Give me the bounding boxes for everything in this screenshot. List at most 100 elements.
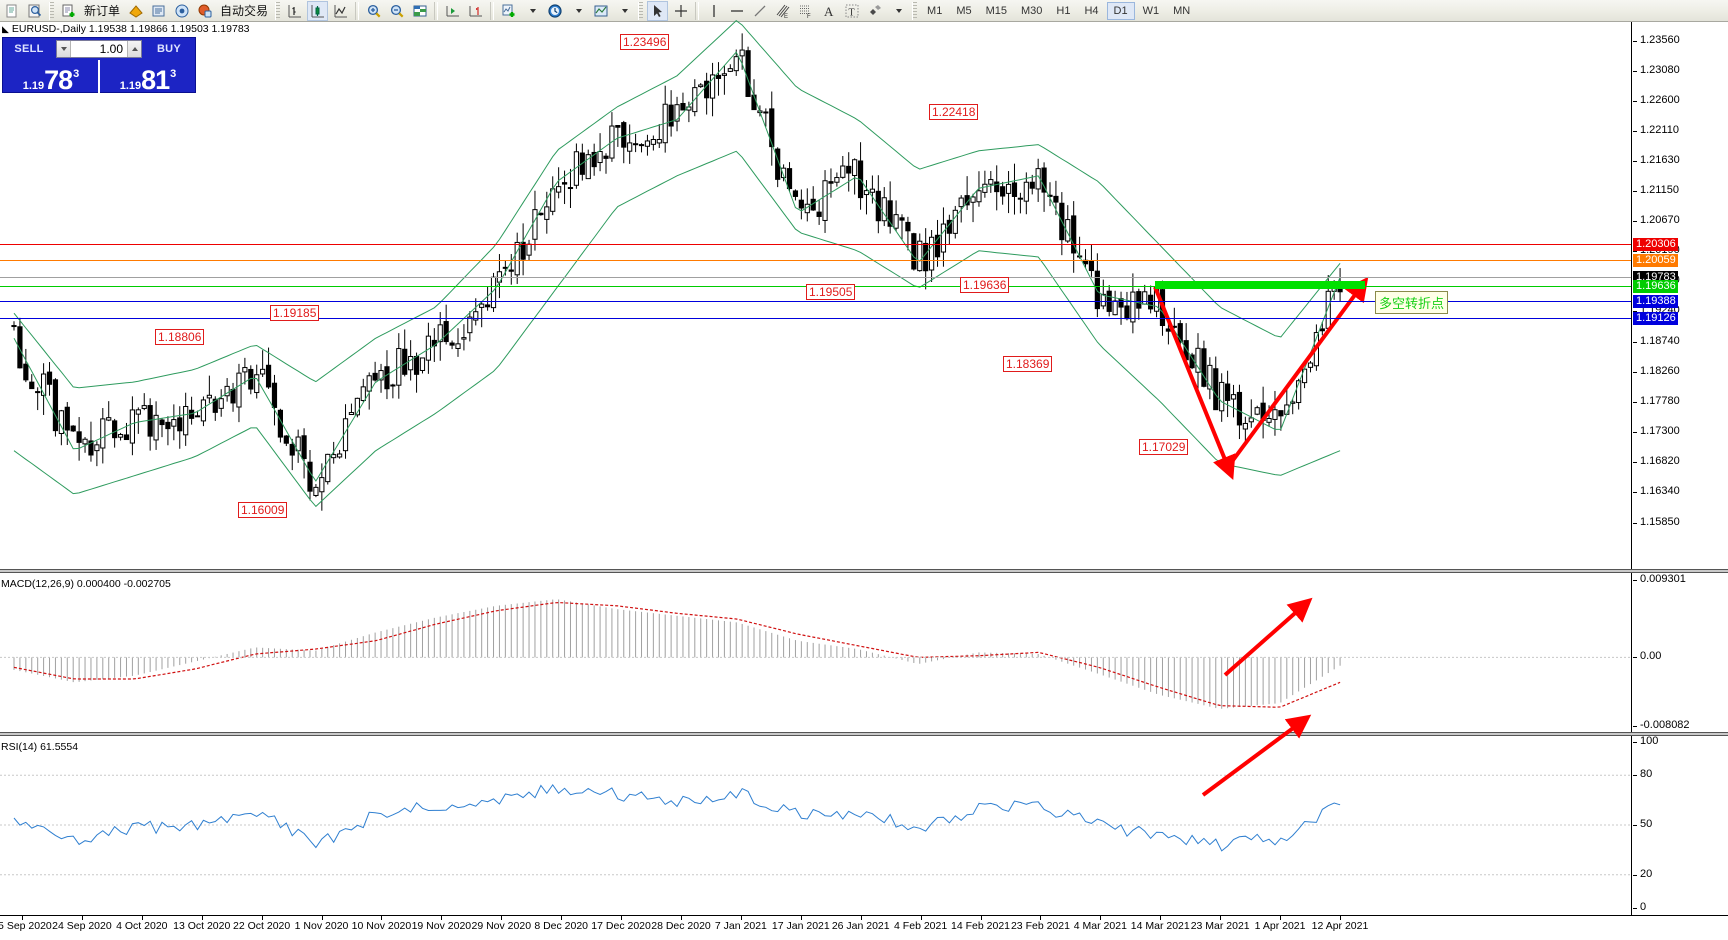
- hline-1-20059[interactable]: [0, 259, 1631, 261]
- rsi-axis-tick: [1633, 908, 1637, 909]
- time-axis-tick: [980, 916, 982, 920]
- annotation-1-19185[interactable]: 1.19185: [270, 305, 320, 321]
- timeframe-h4[interactable]: H4: [1084, 4, 1099, 17]
- hline-1-20306[interactable]: [0, 244, 1631, 246]
- indicators-dropdown-icon[interactable]: [521, 1, 542, 21]
- svg-text:A: A: [824, 4, 834, 19]
- bar-chart-icon[interactable]: [284, 1, 305, 21]
- grid-icon[interactable]: [409, 1, 430, 21]
- price-axis-label: 1.17780: [1640, 394, 1680, 407]
- time-axis-tick: [860, 916, 862, 920]
- main-toolbar: 新订单 自动交易: [0, 0, 1728, 22]
- expert-advisor-icon[interactable]: [125, 1, 146, 21]
- buy-price-display[interactable]: 1.19 81 3: [100, 60, 195, 94]
- period-dropdown-icon[interactable]: [567, 1, 588, 21]
- price-axis-tick: [1633, 131, 1637, 133]
- templates-dropdown-icon[interactable]: [613, 1, 634, 21]
- chart-shift-icon[interactable]: [465, 1, 486, 21]
- horizontal-line-icon[interactable]: [726, 1, 747, 21]
- text-label-icon[interactable]: T: [841, 1, 862, 21]
- time-axis-label: 7 Jan 2021: [714, 920, 767, 932]
- text-icon[interactable]: A: [818, 1, 839, 21]
- time-axis-tick: [381, 916, 383, 920]
- price-tag-blue-upper[interactable]: 1.19388: [1633, 295, 1678, 309]
- timeframe-w1[interactable]: W1: [1142, 4, 1160, 17]
- macd-indicator-label: MACD(12,26,9) 0.000400 -0.002705: [1, 578, 171, 590]
- annotation-1-19505[interactable]: 1.19505: [806, 284, 856, 300]
- pane-separator-macd[interactable]: [0, 569, 1728, 573]
- time-axis-tick: [621, 916, 623, 920]
- hline-bid[interactable]: [0, 276, 1631, 278]
- annotation-1-17029[interactable]: 1.17029: [1139, 439, 1189, 455]
- price-tag-resistance-red[interactable]: 1.20306: [1633, 238, 1678, 252]
- vertical-line-icon[interactable]: [703, 1, 724, 21]
- shapes-dropdown-icon[interactable]: [887, 1, 908, 21]
- annotation-1-16009[interactable]: 1.16009: [238, 502, 288, 518]
- magnifier-doc-icon[interactable]: [24, 1, 45, 21]
- svg-text:T: T: [848, 7, 854, 18]
- time-axis-label: 12 Apr 2021: [1311, 920, 1369, 932]
- shapes-icon[interactable]: [864, 1, 885, 21]
- signals-icon[interactable]: [171, 1, 192, 21]
- indicators-icon[interactable]: [498, 1, 519, 21]
- oct-price-row: 1.19 78 3 1.19 81 3: [3, 60, 195, 94]
- timeframe-m1[interactable]: M1: [927, 4, 943, 17]
- timeframe-m5[interactable]: M5: [956, 4, 972, 17]
- timeframe-m15[interactable]: M15: [985, 4, 1007, 17]
- toolbar-grip-4[interactable]: [912, 1, 918, 20]
- trendline-icon[interactable]: [749, 1, 770, 21]
- sell-price-prefix: 1.19: [22, 80, 45, 92]
- time-axis-tick: [22, 916, 23, 920]
- volume-decrease-button[interactable]: [57, 41, 71, 57]
- toolbar-grip-2[interactable]: [275, 1, 281, 20]
- timeframe-m30[interactable]: M30: [1021, 4, 1043, 17]
- annotation-1-19636[interactable]: 1.19636: [960, 277, 1010, 293]
- volume-value[interactable]: 1.00: [99, 42, 123, 56]
- line-chart-icon[interactable]: [330, 1, 351, 21]
- time-axis-label: 17 Dec 2020: [591, 920, 651, 932]
- autotrade-icon[interactable]: [194, 1, 215, 21]
- price-tag-orange[interactable]: 1.20059: [1633, 253, 1678, 267]
- macd-axis-tick: [1633, 580, 1637, 581]
- new-order-label[interactable]: 新订单: [84, 4, 121, 18]
- price-tag-green[interactable]: 1.19636: [1633, 279, 1678, 293]
- one-click-trading-panel[interactable]: SELL 1.00 BUY 1.19 78 3 1.19 81 3: [2, 37, 196, 94]
- sell-price-display[interactable]: 1.19 78 3: [3, 60, 98, 94]
- data-window-icon[interactable]: [148, 1, 169, 21]
- annotation-1-18369[interactable]: 1.18369: [1003, 356, 1053, 372]
- pane-separator-rsi[interactable]: [0, 732, 1728, 736]
- templates-icon[interactable]: [590, 1, 611, 21]
- volume-increase-button[interactable]: [127, 41, 141, 57]
- timeframe-h1[interactable]: H1: [1056, 4, 1071, 17]
- sell-button[interactable]: SELL: [14, 43, 44, 55]
- price-axis-tick: [1633, 431, 1637, 433]
- price-axis-tick: [1633, 40, 1637, 42]
- new-order-icon[interactable]: [58, 1, 79, 21]
- autotrade-label[interactable]: 自动交易: [220, 4, 269, 18]
- cursor-icon[interactable]: [647, 0, 669, 21]
- volume-stepper[interactable]: 1.00: [56, 40, 142, 58]
- timeframe-mn[interactable]: MN: [1173, 4, 1191, 17]
- toolbar-grip-3[interactable]: [638, 1, 644, 20]
- timeframe-d1[interactable]: D1: [1106, 1, 1135, 20]
- period-clock-icon[interactable]: [544, 1, 565, 21]
- new-chart-icon[interactable]: [1, 1, 22, 21]
- annotation-1-18806[interactable]: 1.18806: [155, 329, 205, 345]
- candlestick-chart-icon[interactable]: [307, 0, 329, 21]
- buy-button[interactable]: BUY: [156, 43, 182, 55]
- zoom-out-icon[interactable]: [386, 1, 407, 21]
- fibonacci-icon[interactable]: F: [795, 1, 816, 21]
- rsi-axis-label: 100: [1640, 735, 1659, 747]
- crosshair-icon[interactable]: [670, 1, 691, 21]
- time-axis-label: 26 Jan 2021: [831, 920, 890, 932]
- zoom-in-icon[interactable]: [363, 1, 384, 21]
- price-tag-blue-lower[interactable]: 1.19126: [1633, 311, 1678, 325]
- auto-scroll-icon[interactable]: [442, 1, 463, 21]
- hline-1-19126[interactable]: [0, 317, 1631, 319]
- annotation-1-22418[interactable]: 1.22418: [929, 104, 979, 120]
- equidistant-channel-icon[interactable]: E: [772, 1, 793, 21]
- macd-axis-tick: [1633, 657, 1637, 659]
- toolbar-grip-1[interactable]: [49, 1, 54, 20]
- time-axis-label: 1 Apr 2021: [1254, 920, 1306, 932]
- annotation-1-23496[interactable]: 1.23496: [620, 34, 670, 50]
